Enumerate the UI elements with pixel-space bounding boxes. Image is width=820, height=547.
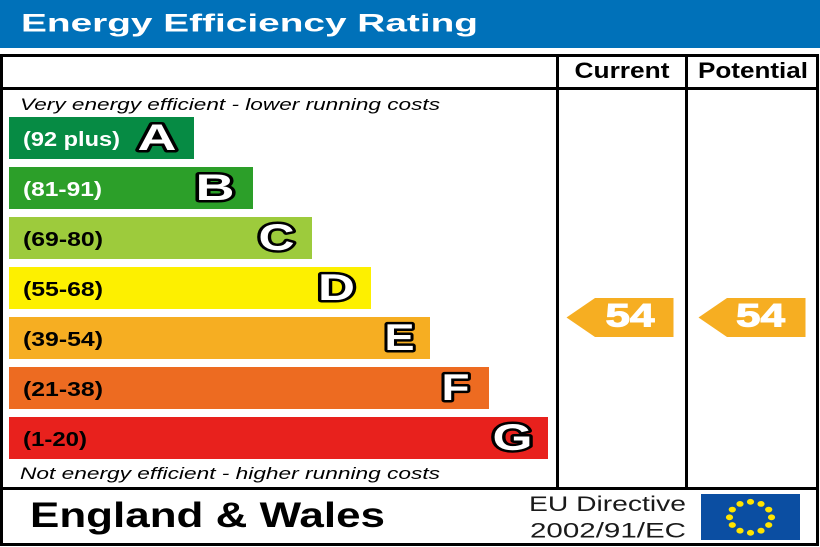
svg-text:F: F <box>442 367 470 408</box>
svg-text:D: D <box>318 267 355 308</box>
svg-text:Very energy efficient - lower: Very energy efficient - lower running co… <box>20 95 441 114</box>
svg-text:(81-91): (81-91) <box>23 179 102 201</box>
svg-text:Energy Efficiency Rating: Energy Efficiency Rating <box>21 10 478 38</box>
svg-text:B: B <box>196 167 235 208</box>
svg-text:(92 plus): (92 plus) <box>23 129 120 151</box>
svg-text:2002/91/EC: 2002/91/EC <box>530 519 686 543</box>
svg-text:EU Directive: EU Directive <box>529 493 686 516</box>
svg-text:(69-80): (69-80) <box>23 229 103 251</box>
svg-text:54: 54 <box>606 298 655 334</box>
svg-text:Current: Current <box>575 58 671 83</box>
svg-text:E: E <box>385 317 415 358</box>
svg-text:G: G <box>493 417 533 458</box>
svg-text:(39-54): (39-54) <box>23 329 103 351</box>
svg-text:C: C <box>259 217 295 258</box>
svg-text:(55-68): (55-68) <box>23 279 103 301</box>
svg-text:(21-38): (21-38) <box>23 379 103 401</box>
svg-text:54: 54 <box>736 298 785 334</box>
svg-text:Potential: Potential <box>698 58 808 83</box>
svg-text:England & Wales: England & Wales <box>30 496 385 535</box>
svg-text:Not energy efficient - higher: Not energy efficient - higher running co… <box>20 464 441 483</box>
svg-text:(1-20): (1-20) <box>23 429 87 451</box>
svg-text:A: A <box>138 117 177 158</box>
